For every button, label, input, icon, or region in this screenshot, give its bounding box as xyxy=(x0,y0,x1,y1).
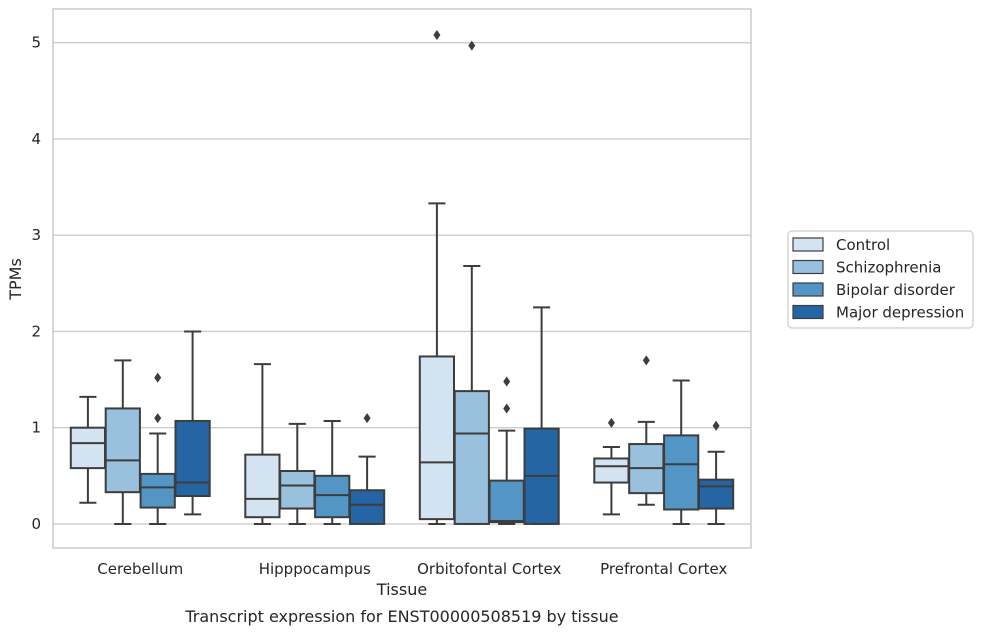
legend-swatch xyxy=(792,304,824,320)
y-axis-label: TPMs xyxy=(6,258,25,301)
box xyxy=(244,453,281,519)
chart-caption: Transcript expression for ENST0000050851… xyxy=(184,607,618,626)
box xyxy=(593,457,630,484)
box-major-depression xyxy=(174,330,211,516)
box-major-depression xyxy=(523,306,560,525)
box-control xyxy=(418,29,456,525)
legend-label: Schizophrenia xyxy=(836,259,941,277)
legend-label: Major depression xyxy=(836,304,964,322)
outlier-marker xyxy=(154,413,162,424)
box xyxy=(69,426,107,470)
box-major-depression xyxy=(348,413,386,525)
box-control xyxy=(244,363,281,525)
outlier-marker xyxy=(433,29,441,40)
box xyxy=(697,478,735,510)
box xyxy=(279,470,316,510)
legend: Control Schizophrenia Bipolar disorder Majo… xyxy=(787,230,974,329)
legend-label: Control xyxy=(836,236,890,254)
outlier-marker xyxy=(503,403,511,414)
box xyxy=(139,472,176,509)
y-tick-label: 5 xyxy=(31,34,41,52)
y-tick-label: 3 xyxy=(31,226,41,244)
box-bipolar-disorder xyxy=(663,379,700,525)
x-tick-label: Cerebellum xyxy=(97,560,183,578)
y-gridlines xyxy=(53,42,751,525)
plot-frame xyxy=(52,8,752,549)
box-control xyxy=(69,395,107,504)
box xyxy=(104,407,141,494)
outlier-marker xyxy=(503,376,511,387)
box-bipolar-disorder xyxy=(139,372,176,525)
x-axis-label: Tissue xyxy=(376,580,427,599)
x-tick-label: Orbitofontal Cortex xyxy=(417,560,561,578)
box xyxy=(418,355,456,521)
x-tick-label: Prefrontal Cortex xyxy=(600,560,727,578)
legend-swatch xyxy=(792,259,824,275)
y-tick-label: 2 xyxy=(31,322,41,340)
box-bipolar-disorder xyxy=(488,376,525,525)
legend-swatch xyxy=(792,237,824,252)
box xyxy=(314,474,351,519)
box xyxy=(488,479,525,524)
outlier-marker xyxy=(363,413,371,424)
outlier-marker xyxy=(468,40,476,51)
box xyxy=(174,419,211,498)
box-schizophrenia xyxy=(628,355,665,506)
x-tick-labels: Cerebellum Hipppocampus Orbitofontal Corte… xyxy=(97,560,727,578)
box xyxy=(663,434,700,511)
box-plots xyxy=(69,29,735,525)
box-bipolar-disorder xyxy=(314,419,351,525)
outlier-marker xyxy=(154,372,162,383)
y-tick-labels: 0 1 2 3 4 5 xyxy=(31,34,41,533)
outlier-marker xyxy=(607,417,615,428)
box xyxy=(348,489,386,525)
y-tick-label: 0 xyxy=(31,515,41,533)
x-tick-label: Hipppocampus xyxy=(259,560,371,578)
box-schizophrenia xyxy=(279,422,316,525)
legend-swatch xyxy=(792,282,824,297)
y-tick-label: 4 xyxy=(31,130,41,148)
box-control xyxy=(593,417,630,516)
outlier-marker xyxy=(712,420,720,431)
box-schizophrenia xyxy=(453,40,490,525)
box xyxy=(453,390,490,525)
box-schizophrenia xyxy=(104,359,141,525)
box-major-depression xyxy=(697,420,735,525)
legend-box xyxy=(787,230,974,329)
outlier-marker xyxy=(642,355,650,366)
y-tick-label: 1 xyxy=(31,419,41,437)
legend-label: Bipolar disorder xyxy=(836,281,956,299)
